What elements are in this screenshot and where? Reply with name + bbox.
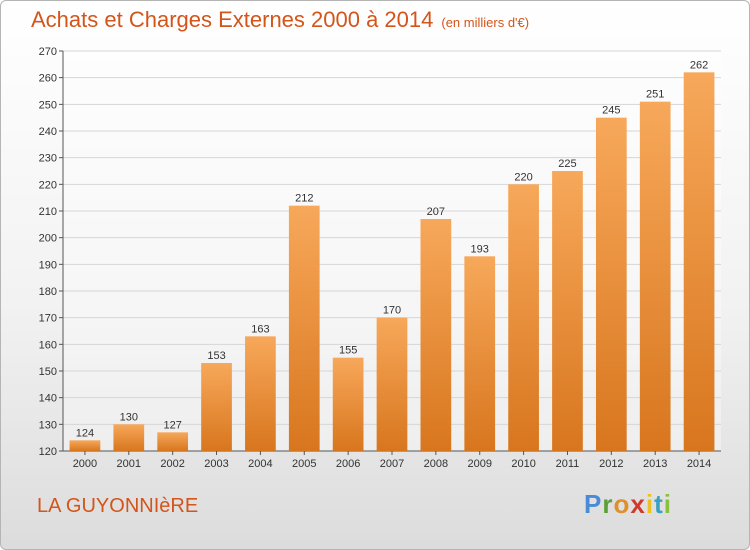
x-tick-label: 2010 [511, 458, 535, 470]
bar [376, 317, 408, 451]
y-tick-label: 150 [39, 366, 57, 378]
brand-letter: P [584, 489, 603, 519]
data-label: 170 [383, 305, 401, 317]
data-label: 124 [76, 427, 94, 439]
data-label: 251 [646, 89, 664, 101]
x-tick-label: 2013 [643, 458, 667, 470]
bar [595, 117, 627, 452]
bar [288, 205, 320, 451]
data-label: 193 [471, 243, 489, 255]
x-tick-label: 2003 [204, 458, 228, 470]
y-tick-label: 220 [39, 179, 57, 191]
bar [639, 101, 671, 452]
y-tick-label: 270 [39, 46, 57, 58]
brand-letter: o [613, 489, 631, 519]
data-label: 245 [602, 105, 620, 117]
y-tick-label: 250 [39, 99, 57, 111]
x-tick-label: 2000 [73, 458, 97, 470]
x-tick-label: 2008 [424, 458, 448, 470]
data-label: 225 [558, 158, 576, 170]
y-tick-label: 160 [39, 339, 57, 351]
chart-title: Achats et Charges Externes 2000 à 2014 (e… [31, 7, 530, 32]
bar [69, 440, 101, 451]
x-tick-label: 2001 [117, 458, 141, 470]
bar [508, 184, 539, 452]
x-tick-label: 2007 [380, 458, 404, 470]
bar [464, 256, 496, 451]
brand-letter: x [630, 489, 646, 519]
x-tick-label: 2005 [292, 458, 316, 470]
place-name: LA GUYONNIèRE [37, 495, 199, 517]
bar [113, 424, 145, 451]
y-tick-label: 240 [39, 126, 57, 138]
x-tick-label: 2002 [160, 458, 184, 470]
brand-letter: i [663, 489, 672, 519]
bar [683, 72, 715, 451]
x-tick-label: 2004 [248, 458, 272, 470]
data-label: 153 [207, 350, 225, 362]
y-tick-label: 260 [39, 73, 57, 85]
data-label: 212 [295, 193, 313, 205]
y-tick-label: 200 [39, 233, 57, 245]
brand-letter: t [654, 489, 664, 519]
x-tick-label: 2009 [467, 458, 491, 470]
y-tick-label: 140 [39, 393, 57, 405]
data-label: 155 [339, 345, 357, 357]
data-label: 127 [163, 419, 181, 431]
x-tick-label: 2011 [556, 458, 580, 470]
y-tick-label: 180 [39, 286, 57, 298]
chart-subtitle: (en milliers d'€) [441, 15, 530, 30]
bar [552, 171, 583, 451]
x-tick-label: 2014 [687, 458, 711, 470]
data-label: 262 [690, 59, 708, 71]
x-tick-label: 2012 [599, 458, 623, 470]
proxiti-logo: Proxiti [584, 489, 672, 520]
y-tick-label: 230 [39, 153, 57, 165]
data-label: 207 [427, 206, 445, 218]
data-label: 130 [120, 411, 138, 423]
bar [245, 336, 276, 451]
brand-letter: r [602, 489, 614, 519]
data-label: 163 [251, 323, 269, 335]
bar [420, 219, 452, 451]
y-tick-label: 170 [39, 313, 57, 325]
bar [157, 432, 189, 451]
y-tick-label: 210 [39, 206, 57, 218]
x-tick-label: 2006 [336, 458, 360, 470]
bar [201, 363, 232, 451]
y-tick-label: 130 [39, 419, 57, 431]
y-tick-label: 190 [39, 259, 57, 271]
y-tick-label: 120 [39, 446, 57, 458]
bar [332, 357, 364, 451]
brand-letter: i [645, 489, 655, 519]
data-label: 220 [514, 171, 532, 183]
